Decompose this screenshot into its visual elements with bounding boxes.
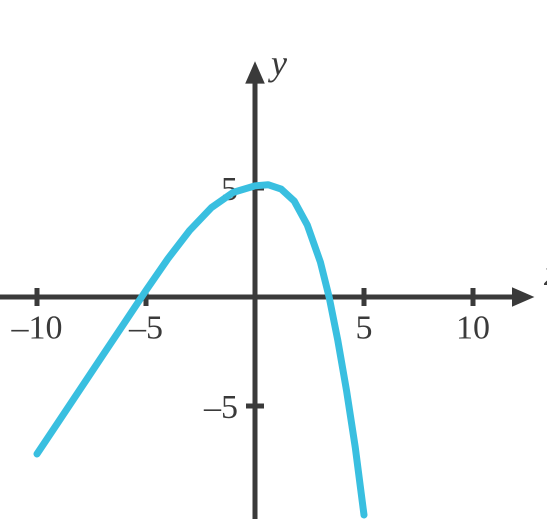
y-axis-label: y — [268, 43, 287, 83]
chart-svg: –10–5510–55xy — [0, 0, 547, 519]
x-tick-label: 5 — [356, 309, 373, 346]
x-tick-label: –10 — [11, 309, 63, 346]
x-tick-label: 10 — [456, 309, 490, 346]
y-tick-label: –5 — [203, 389, 238, 426]
curve-chart: –10–5510–55xy — [0, 0, 547, 519]
x-axis-label: x — [543, 253, 547, 293]
